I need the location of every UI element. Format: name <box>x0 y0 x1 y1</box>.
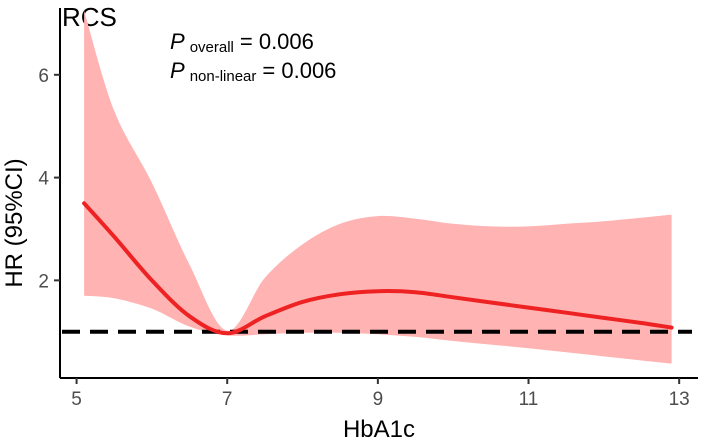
annotation-p-nonlinear-value: = 0.006 <box>262 58 336 83</box>
x-tick-label: 7 <box>222 389 233 410</box>
x-tick-label: 9 <box>373 389 384 410</box>
y-axis: 2 4 6 <box>38 8 61 378</box>
chart-title: RCS <box>62 2 117 32</box>
y-tick-label: 6 <box>38 66 49 87</box>
x-tick-label: 5 <box>71 389 82 410</box>
x-tick-label: 11 <box>519 389 539 410</box>
annotation-p-nonlinear-subscript: non-linear <box>190 68 257 85</box>
y-tick-label: 4 <box>38 169 49 190</box>
confidence-band <box>84 10 672 364</box>
y-axis-title: HR (95%CI) <box>1 158 28 287</box>
x-axis: 5 7 9 11 13 <box>60 377 698 410</box>
annotation-p-overall-value: = 0.006 <box>240 29 314 54</box>
annotation-p-overall-subscript: overall <box>190 39 234 56</box>
y-tick-label: 2 <box>38 271 49 292</box>
x-tick-label: 13 <box>669 389 690 410</box>
hr-curve <box>82 201 674 336</box>
annotation-p-nonlinear-symbol: P <box>170 58 185 83</box>
annotation-p-overall-symbol: P <box>170 29 185 54</box>
x-axis-title: HbA1c <box>343 416 415 443</box>
